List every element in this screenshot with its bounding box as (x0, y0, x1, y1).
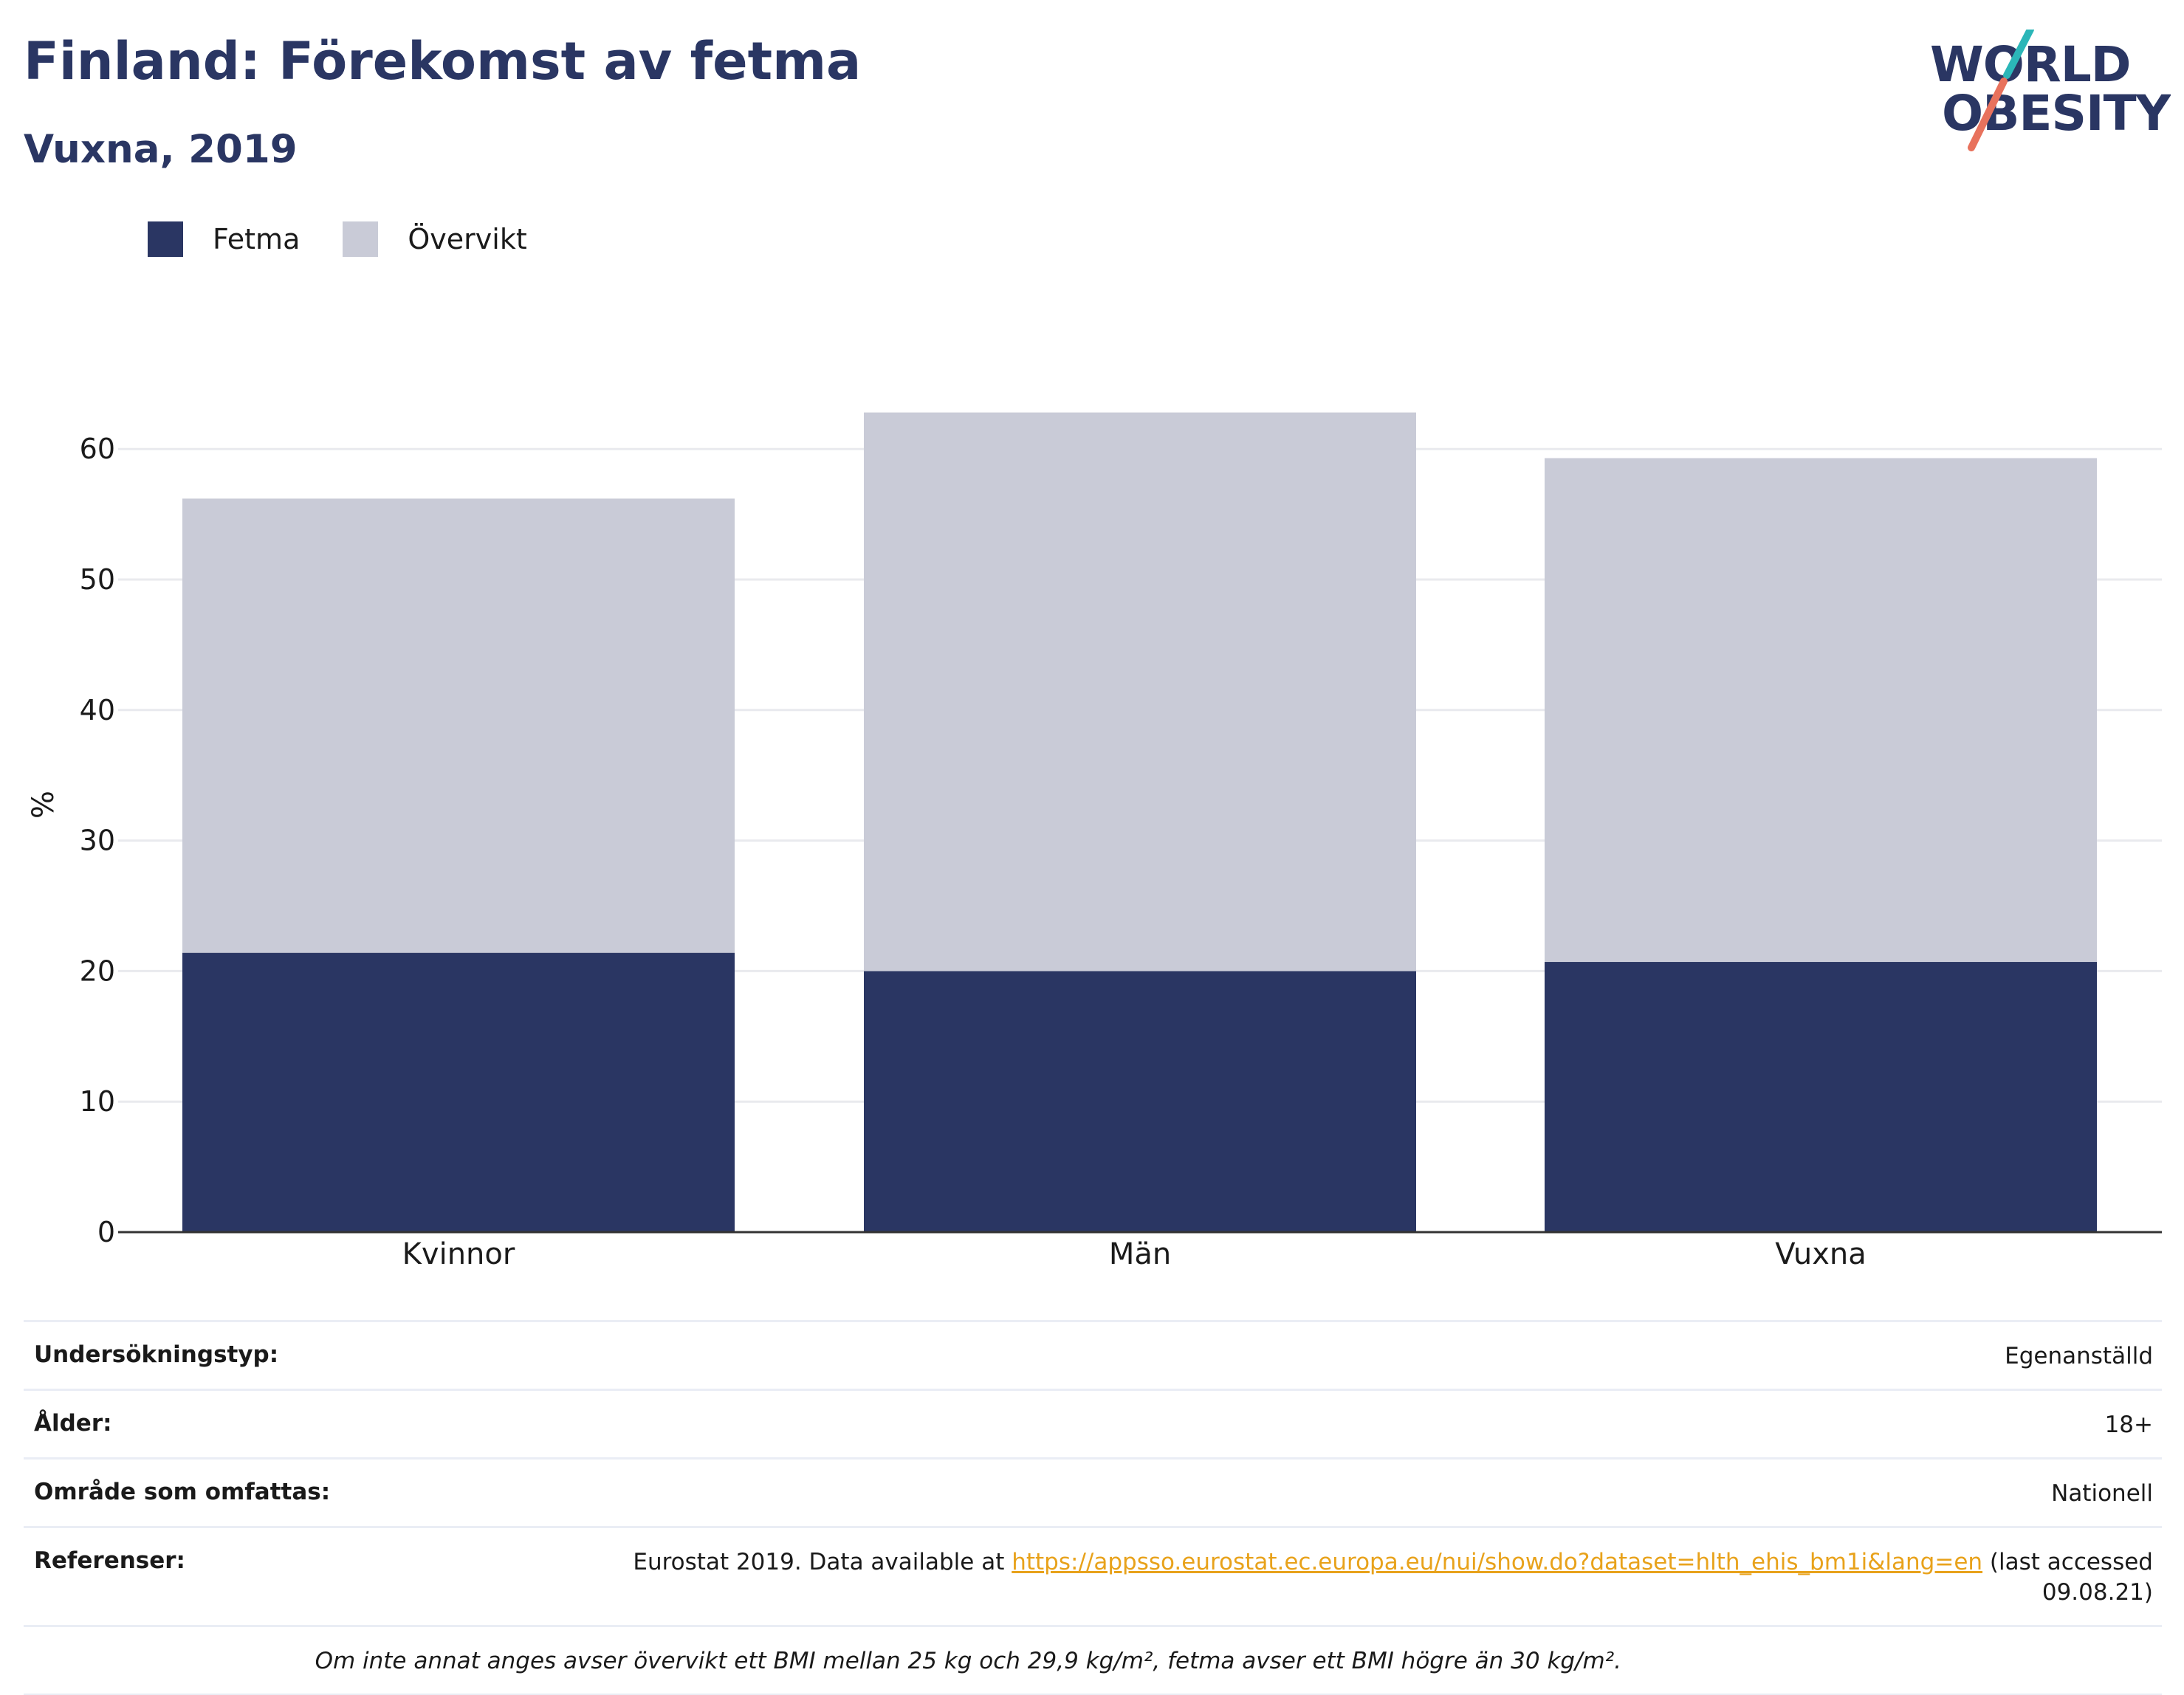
bar-fetma-vuxna[interactable] (1545, 962, 2097, 1232)
y-tick-label-20: 20 (80, 955, 115, 987)
y-tick-label-0: 0 (97, 1216, 115, 1248)
page-title: Finland: Förekomst av fetma (24, 31, 862, 92)
logo-slash-bottom (1968, 78, 2008, 151)
bar-fetma-kvinnor[interactable] (182, 952, 735, 1232)
info-value-age: 18+ (2104, 1411, 2153, 1438)
legend-swatch-fetma (148, 221, 183, 257)
y-axis-label: % (27, 791, 61, 819)
legend-label-overvikt: Övervikt (408, 223, 527, 255)
legend-swatch-overvikt (343, 221, 379, 257)
info-table: Undersökningstyp: Egenanställd Ålder: 18… (24, 1320, 2162, 1695)
stacked-bar-chart: 0 10 20 30 40 50 60% Kvinnor Män Vuxna (27, 412, 2162, 1271)
info-row-coverage: Område som omfattas: Nationell (24, 1457, 2162, 1526)
info-label-survey-type: Undersökningstyp: (34, 1341, 279, 1368)
logo-slash-top (2003, 30, 2034, 79)
info-value-references: Eurostat 2019. Data available at https:/… (566, 1547, 2153, 1609)
page-subtitle: Vuxna, 2019 (24, 127, 298, 172)
x-tick-label-2: Vuxna (1775, 1237, 1867, 1271)
references-link[interactable]: https://appsso.eurostat.ec.europa.eu/nui… (1012, 1548, 1983, 1575)
info-row-references: Referenser: Eurostat 2019. Data availabl… (24, 1525, 2162, 1626)
info-row-note: Om inte annat anges avser övervikt ett B… (24, 1625, 2162, 1694)
info-label-coverage: Område som omfattas: (34, 1478, 331, 1505)
info-label-references: Referenser: (34, 1547, 185, 1574)
y-tick-label-30: 30 (80, 825, 115, 857)
bar-vervikt-vuxna[interactable] (1545, 458, 2097, 963)
chart-legend: Fetma Övervikt (148, 219, 570, 260)
y-tick-label-40: 40 (80, 694, 115, 726)
bar-fetma-mn[interactable] (864, 971, 1416, 1232)
legend-label-fetma: Fetma (213, 223, 301, 255)
world-obesity-logo: WORLD OBESITY (1930, 30, 2171, 151)
references-suffix: (last accessed 09.08.21) (1982, 1548, 2153, 1606)
logo-line1: WORLD (1930, 36, 2131, 93)
info-label-age: Ålder: (34, 1409, 112, 1437)
definition-note: Om inte annat anges avser övervikt ett B… (315, 1648, 1621, 1675)
x-tick-label-0: Kvinnor (402, 1237, 515, 1271)
info-row-age: Ålder: 18+ (24, 1388, 2162, 1457)
bar-vervikt-kvinnor[interactable] (182, 498, 735, 953)
info-value-coverage: Nationell (2051, 1479, 2153, 1507)
legend-item-fetma[interactable]: Fetma (148, 221, 300, 257)
references-prefix: Eurostat 2019. Data available at (633, 1548, 1012, 1575)
info-row-survey-type: Undersökningstyp: Egenanställd (24, 1320, 2162, 1389)
y-tick-label-60: 60 (80, 433, 115, 465)
legend-item-overvikt[interactable]: Övervikt (343, 221, 527, 257)
y-tick-label-50: 50 (80, 563, 115, 596)
y-tick-label-10: 10 (80, 1085, 115, 1118)
info-value-survey-type: Egenanställd (2005, 1343, 2153, 1369)
info-table-end (24, 1694, 2162, 1695)
bar-vervikt-mn[interactable] (864, 412, 1416, 972)
x-tick-label-1: Män (1109, 1237, 1171, 1271)
